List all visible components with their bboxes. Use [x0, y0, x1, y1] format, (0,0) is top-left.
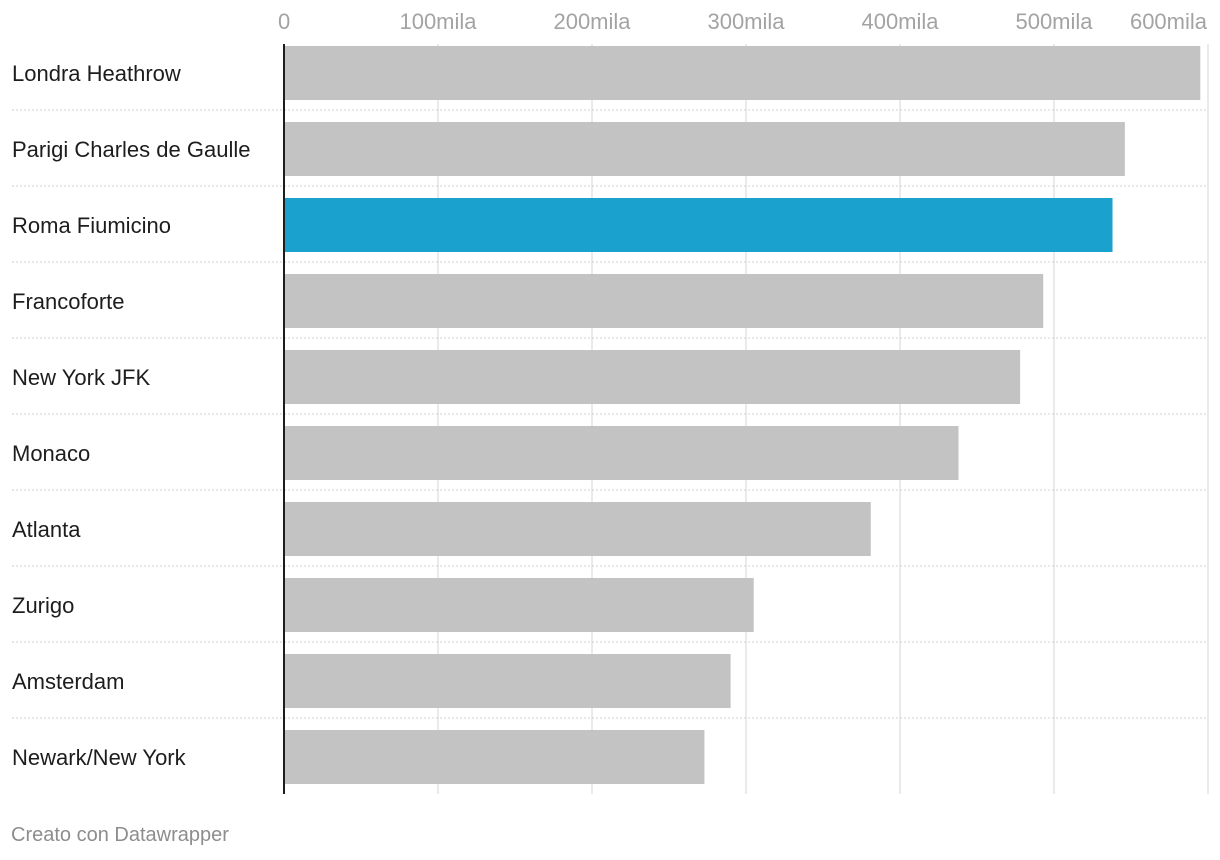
category-label: Londra Heathrow — [12, 61, 181, 86]
bar — [284, 274, 1044, 328]
bar — [284, 46, 1201, 100]
bar — [284, 730, 705, 784]
category-label: Francoforte — [12, 289, 125, 314]
bar — [284, 198, 1113, 252]
x-axis-ticks: 0 100mila 200mila 300mila 400mila 500mila 600m… — [278, 9, 1208, 34]
bar — [284, 122, 1125, 176]
category-label: Zurigo — [12, 593, 74, 618]
category-label: Parigi Charles de Gaulle — [12, 137, 250, 162]
x-tick-label: 300mila — [707, 9, 785, 34]
category-label: Roma Fiumicino — [12, 213, 171, 238]
bar — [284, 426, 959, 480]
category-label: Atlanta — [12, 517, 81, 542]
x-tick-label: 100mila — [399, 9, 477, 34]
category-label: Newark/New York — [12, 745, 187, 770]
x-tick-label: 200mila — [553, 9, 631, 34]
bar — [284, 502, 871, 556]
bar — [284, 654, 731, 708]
x-tick-label: 600mila — [1130, 9, 1208, 34]
bar — [284, 578, 754, 632]
category-label: Monaco — [12, 441, 90, 466]
bar-chart: 0 100mila 200mila 300mila 400mila 500mila 600m… — [12, 9, 1209, 794]
bars — [284, 46, 1201, 784]
row-separators — [12, 109, 1208, 719]
x-tick-label: 0 — [278, 9, 290, 34]
category-label: New York JFK — [12, 365, 150, 390]
x-tick-label: 400mila — [861, 9, 939, 34]
category-labels: Londra Heathrow Parigi Charles de Gaulle R… — [12, 61, 250, 770]
bar — [284, 350, 1021, 404]
x-tick-label: 500mila — [1015, 9, 1093, 34]
category-label: Amsterdam — [12, 669, 124, 694]
datawrapper-credit[interactable]: Creato con Datawrapper — [11, 824, 229, 846]
